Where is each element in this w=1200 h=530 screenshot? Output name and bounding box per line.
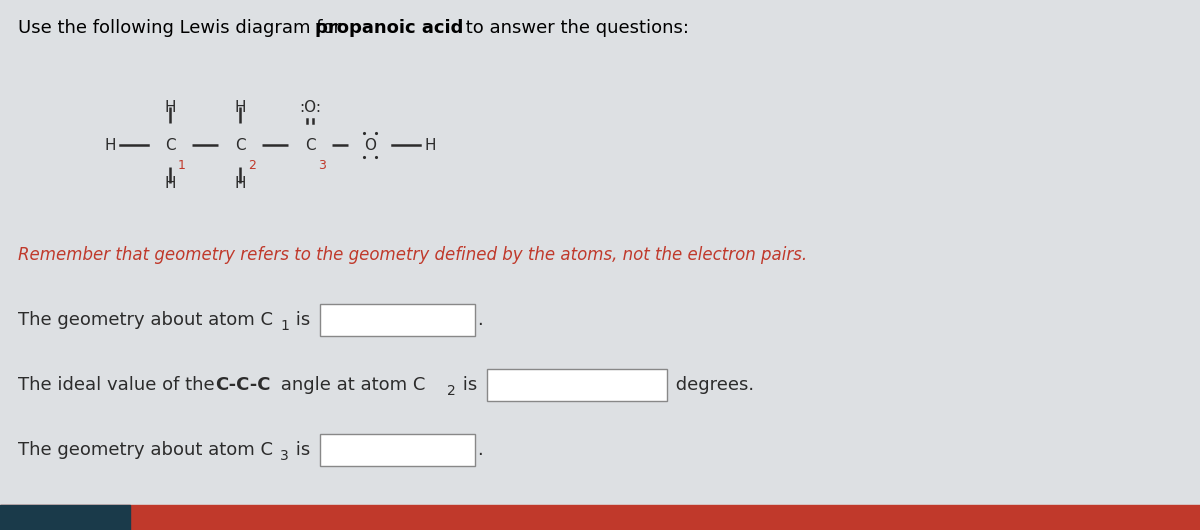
Text: Use the following Lewis diagram for: Use the following Lewis diagram for [18, 19, 347, 37]
Text: O: O [364, 137, 376, 153]
Text: H: H [104, 137, 115, 153]
Text: 1: 1 [280, 319, 289, 333]
Text: H: H [234, 100, 246, 114]
Text: The geometry about atom C: The geometry about atom C [18, 441, 274, 459]
Text: .: . [478, 441, 482, 459]
Bar [0, 505, 1200, 530]
Text: C: C [305, 137, 316, 153]
Text: degrees.: degrees. [670, 376, 754, 394]
Text: 2: 2 [248, 159, 256, 172]
Text: H: H [234, 175, 246, 190]
Text: propanoic acid: propanoic acid [314, 19, 463, 37]
Text: to answer the questions:: to answer the questions: [460, 19, 689, 37]
FancyBboxPatch shape [320, 304, 475, 336]
Text: 3: 3 [318, 159, 326, 172]
FancyBboxPatch shape [487, 369, 667, 401]
Text: C-C-C: C-C-C [215, 376, 270, 394]
Text: Remember that geometry refers to the geometry defined by the atoms, not the elec: Remember that geometry refers to the geo… [18, 246, 808, 264]
Text: is: is [457, 376, 478, 394]
Text: :O:: :O: [299, 100, 322, 114]
Text: 1: 1 [178, 159, 186, 172]
Text: H: H [164, 100, 175, 114]
Text: The geometry about atom C: The geometry about atom C [18, 311, 274, 329]
Bar [0, 505, 130, 530]
Text: C: C [235, 137, 245, 153]
Text: is: is [290, 441, 311, 459]
Text: angle at atom C: angle at atom C [275, 376, 425, 394]
Text: .: . [478, 311, 482, 329]
Text: The ideal value of the: The ideal value of the [18, 376, 221, 394]
Text: C: C [164, 137, 175, 153]
Text: H: H [425, 137, 436, 153]
Text: 2: 2 [446, 384, 456, 398]
Text: H: H [164, 175, 175, 190]
Text: is: is [290, 311, 311, 329]
Text: 3: 3 [280, 449, 289, 463]
FancyBboxPatch shape [320, 434, 475, 466]
